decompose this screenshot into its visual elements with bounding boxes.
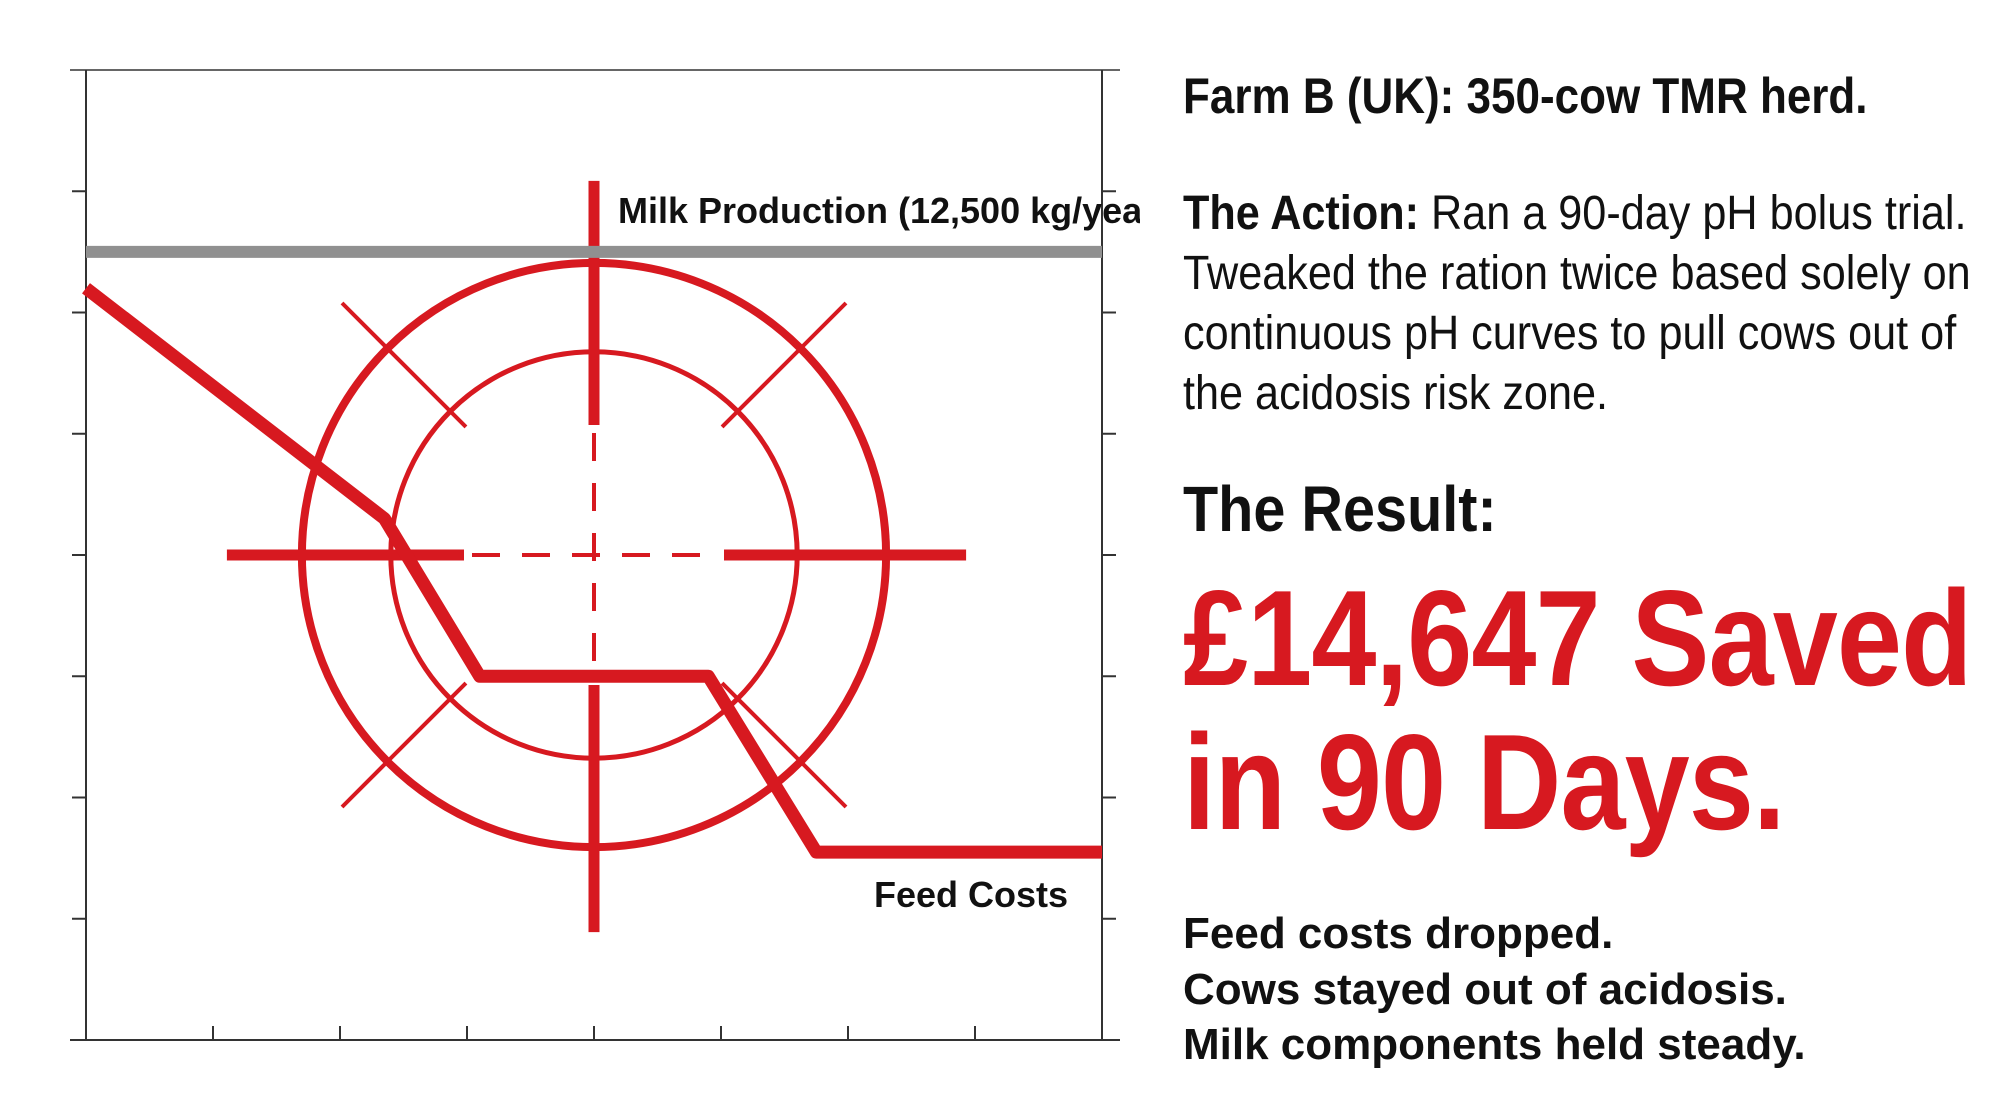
reticle-spoke — [720, 681, 848, 809]
feed-costs-line — [82, 283, 1102, 859]
action-label: The Action: — [1183, 186, 1419, 240]
chart-series — [82, 245, 1102, 859]
target-reticle-icon — [226, 180, 967, 933]
reticle-spoke — [340, 301, 468, 429]
summary-line-acidosis: Cows stayed out of acidosis. — [1183, 964, 1787, 1014]
reticle-spoke — [340, 681, 468, 809]
case-study-panel: Farm B (UK): 350-cow TMR herd. The Actio… — [1183, 60, 1973, 1073]
summary-list: Feed costs dropped. Cows stayed out of a… — [1183, 906, 1973, 1072]
action-text: Ran a 90-day pH bolus trial. Tweaked the… — [1183, 186, 1971, 420]
chart: Milk Production (12,500 kg/year) Feed Co… — [70, 69, 1140, 1041]
summary-line-feed: Feed costs dropped. — [1183, 909, 1614, 959]
summary-line-milk: Milk components held steady. — [1183, 1020, 1806, 1070]
chart-axes — [70, 69, 1120, 1041]
savings-headline: £14,647 Saved in 90 Days. — [1183, 561, 1973, 859]
reticle-spoke — [720, 301, 848, 429]
farm-title: Farm B (UK): 350-cow TMR herd. — [1183, 68, 1868, 124]
milk-production-label: Milk Production (12,500 kg/year) — [618, 190, 1140, 231]
feed-costs-label: Feed Costs — [874, 874, 1068, 915]
result-label: The Result: — [1183, 472, 1497, 545]
action-paragraph: The Action: Ran a 90-day pH bolus trial.… — [1183, 184, 1975, 424]
